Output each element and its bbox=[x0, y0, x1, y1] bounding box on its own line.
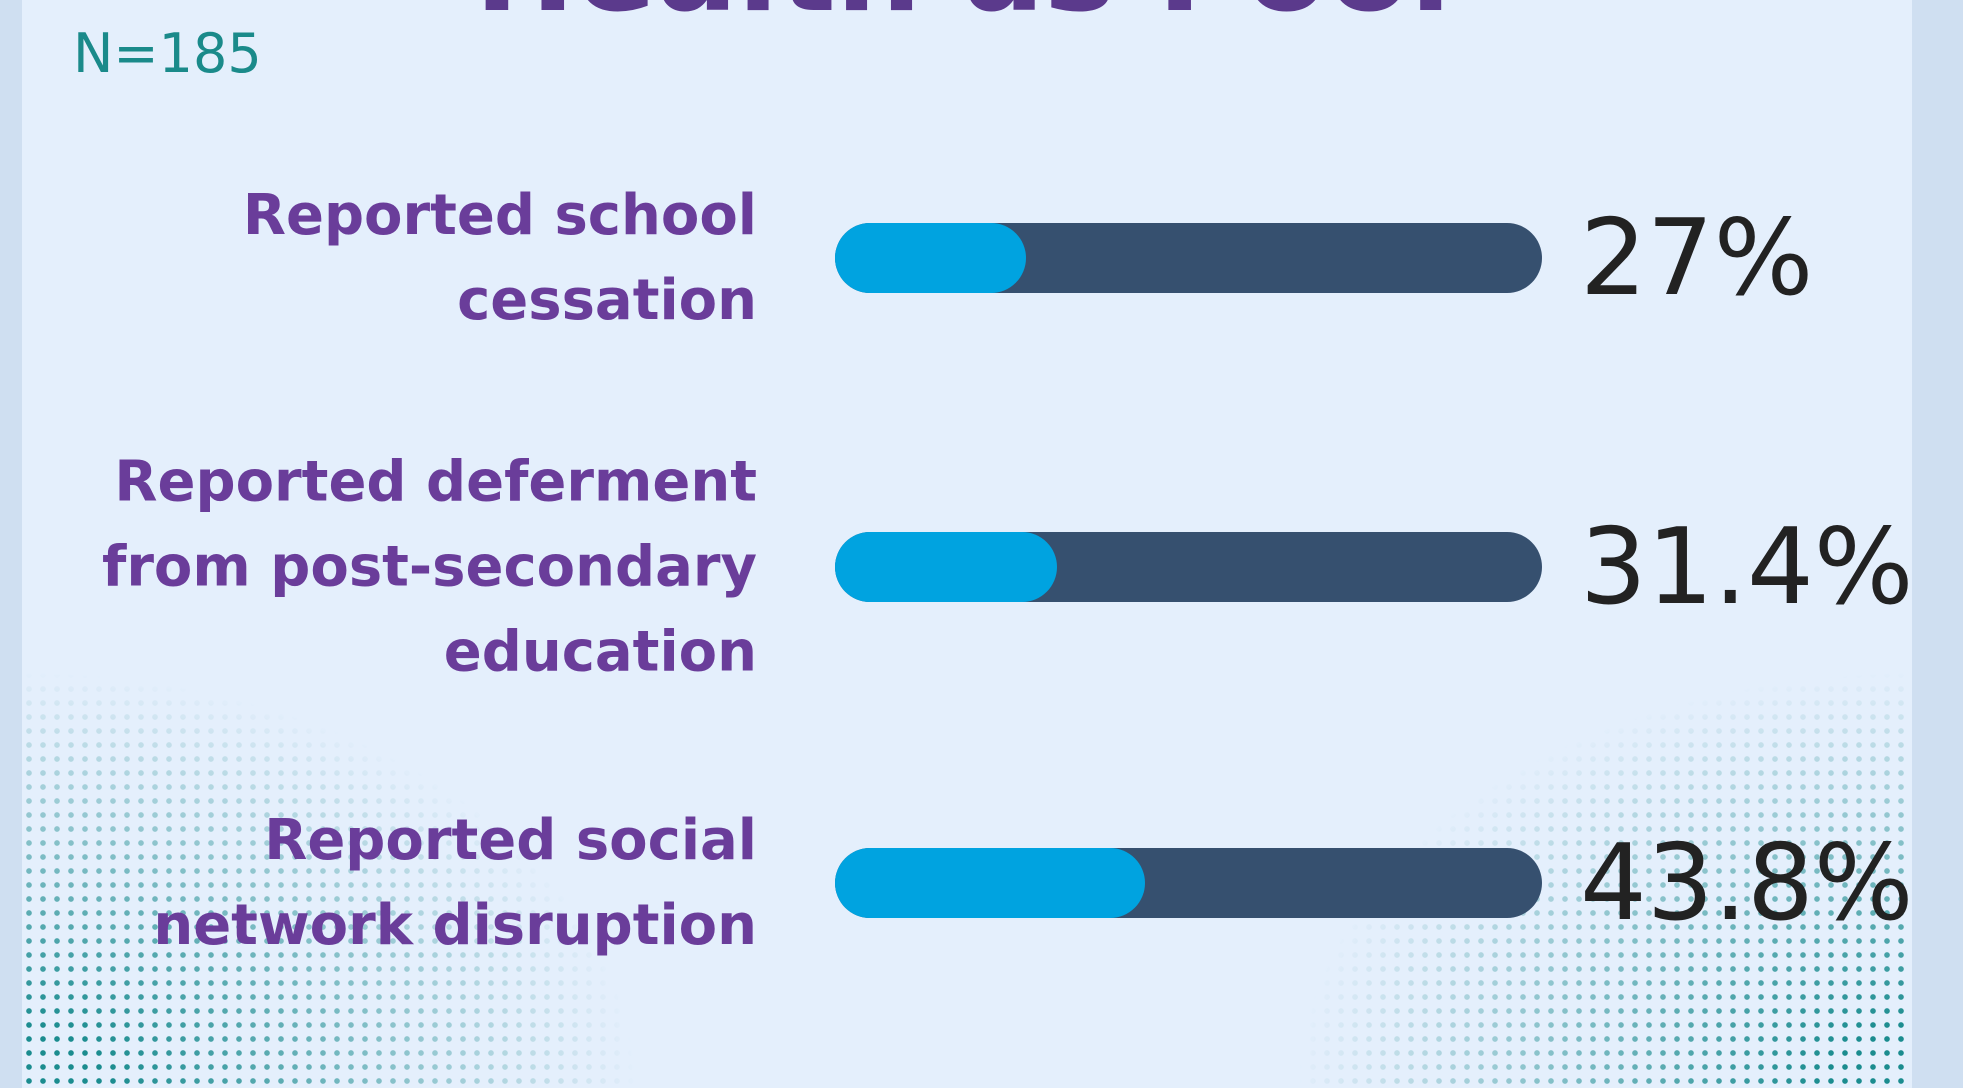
dot-pattern bbox=[22, 668, 642, 1088]
bar-track bbox=[835, 848, 1542, 918]
value-label: 31.4% bbox=[1580, 506, 1912, 628]
category-label: Reported social network disruption bbox=[153, 808, 757, 958]
bar bbox=[835, 223, 1026, 293]
bar-track bbox=[835, 223, 1542, 293]
value-label: 43.8% bbox=[1580, 822, 1912, 944]
category-label: Reported school cessation bbox=[242, 183, 757, 333]
value-label: 27% bbox=[1580, 197, 1814, 319]
bar bbox=[835, 848, 1145, 918]
subtitle: N=185 bbox=[73, 22, 262, 85]
chart-title: Health as Poor bbox=[22, 0, 1912, 39]
bar-track bbox=[835, 532, 1542, 602]
category-label: Reported deferment from post-secondary e… bbox=[101, 449, 757, 685]
panel: Health as Poor N=185 Reported school ces… bbox=[22, 0, 1912, 1088]
bar bbox=[835, 532, 1057, 602]
